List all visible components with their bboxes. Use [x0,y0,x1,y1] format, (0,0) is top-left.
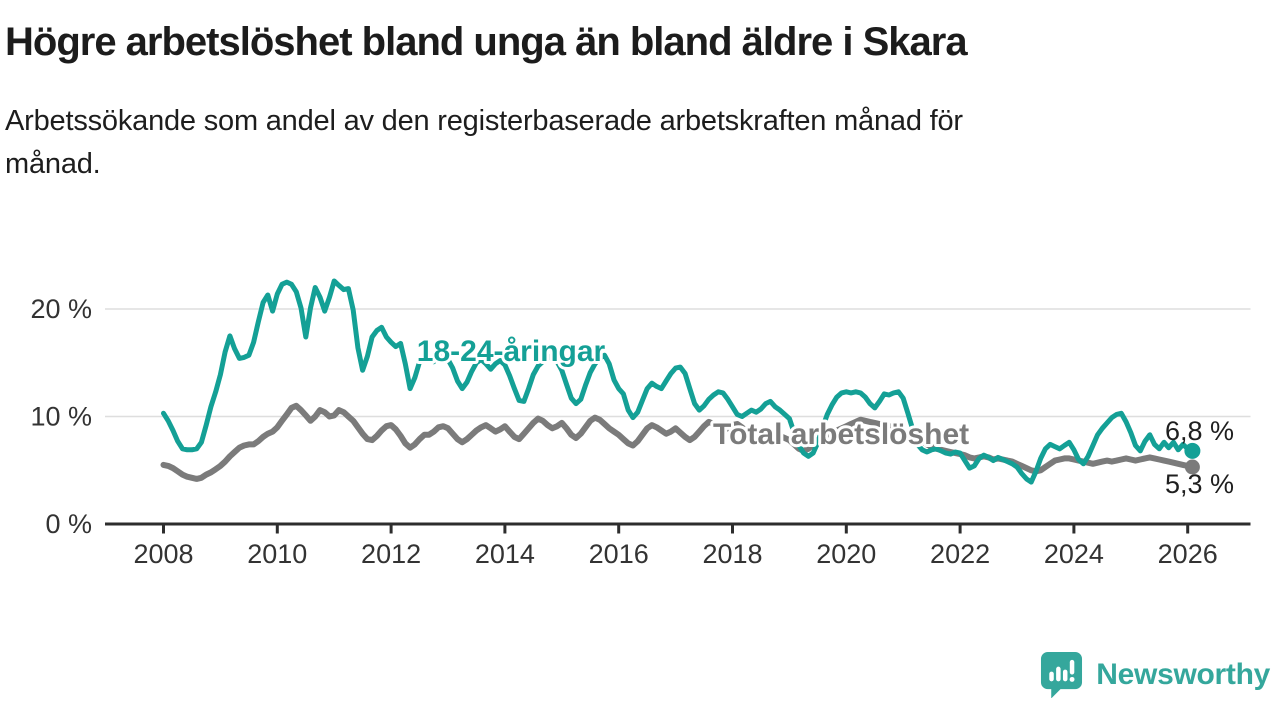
y-tick-label: 0 % [45,509,92,539]
x-tick-label: 2022 [930,539,990,569]
total-series-label: Total arbetslöshet [713,418,969,451]
gridlines [105,308,1251,418]
total-end-value-label: 5,3 % [1165,469,1234,499]
youth-series-end-dot [1184,442,1201,459]
y-tick-label: 10 % [30,402,92,432]
x-axis-tick-labels: 2008 2010 2012 2014 2016 2018 2020 2022 2024 2026 [133,539,1217,569]
x-tick-label: 2024 [1044,539,1104,569]
x-tick-label: 2012 [361,539,421,569]
x-tick-label: 2018 [702,539,762,569]
x-tick-label: 2010 [247,539,307,569]
newsworthy-logo: Newsworthy [1040,651,1270,698]
youth-series-label: 18-24-åringar [417,335,606,368]
youth-series-line [161,278,1195,485]
chart-header: Högre arbetslöshet bland unga än bland ä… [5,20,1250,186]
total-series-end-dot [1184,459,1200,475]
logo-bars [1049,659,1075,682]
chart-subtitle: Arbetssökande som andel av den registerb… [5,105,963,180]
chart-title: Högre arbetslöshet bland unga än bland ä… [5,20,968,64]
x-axis [105,522,1251,534]
x-tick-label: 2014 [475,539,535,569]
x-tick-label: 2026 [1158,539,1218,569]
x-tick-label: 2016 [589,539,649,569]
x-tick-label: 2020 [816,539,876,569]
youth-end-value-label: 6,8 % [1165,416,1234,446]
total-series-line [160,402,1196,482]
x-tick-label: 2008 [133,539,193,569]
y-axis-tick-labels: 0 % 10 % 20 % [30,294,92,539]
newsworthy-chart-bubble-icon [1041,652,1083,698]
y-tick-label: 20 % [30,294,92,324]
newsworthy-logo-text: Newsworthy [1096,657,1270,691]
